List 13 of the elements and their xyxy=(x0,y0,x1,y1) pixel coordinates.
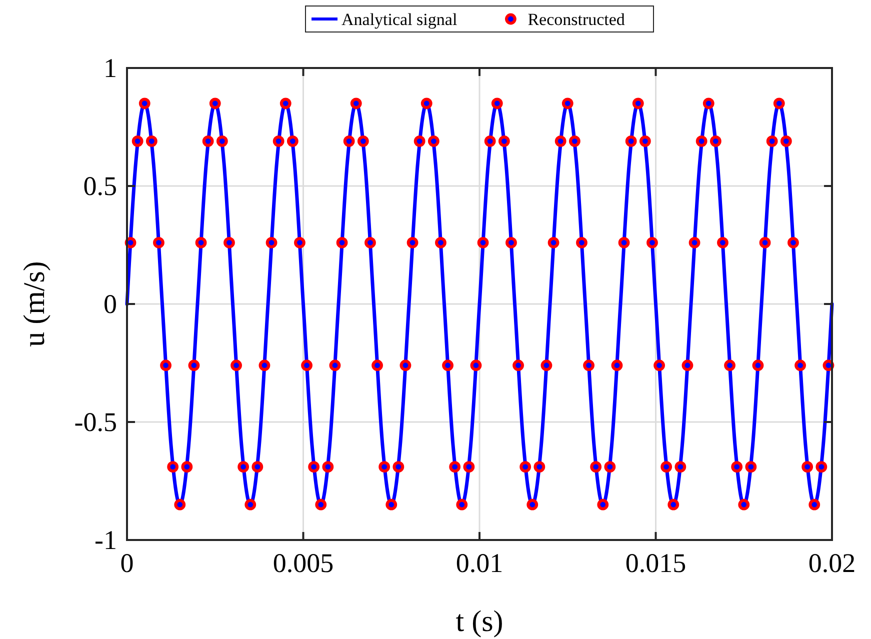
x-tick-label: 0.005 xyxy=(272,548,334,578)
y-tick-label: 1 xyxy=(104,53,117,83)
y-axis-title: u (m/s) xyxy=(18,261,51,347)
y-tick-label: 0 xyxy=(104,289,117,319)
x-tick-label: 0.015 xyxy=(625,548,686,578)
legend-label: Reconstructed xyxy=(528,10,626,29)
y-tick-label: -1 xyxy=(94,525,117,555)
legend-label: Analytical signal xyxy=(342,10,458,29)
x-tick-label: 0.01 xyxy=(456,548,504,578)
y-tick-label: -0.5 xyxy=(74,407,117,437)
y-tick-label: 0.5 xyxy=(83,171,117,201)
x-tick-label: 0.02 xyxy=(808,548,856,578)
x-axis-title: t (s) xyxy=(456,605,504,638)
